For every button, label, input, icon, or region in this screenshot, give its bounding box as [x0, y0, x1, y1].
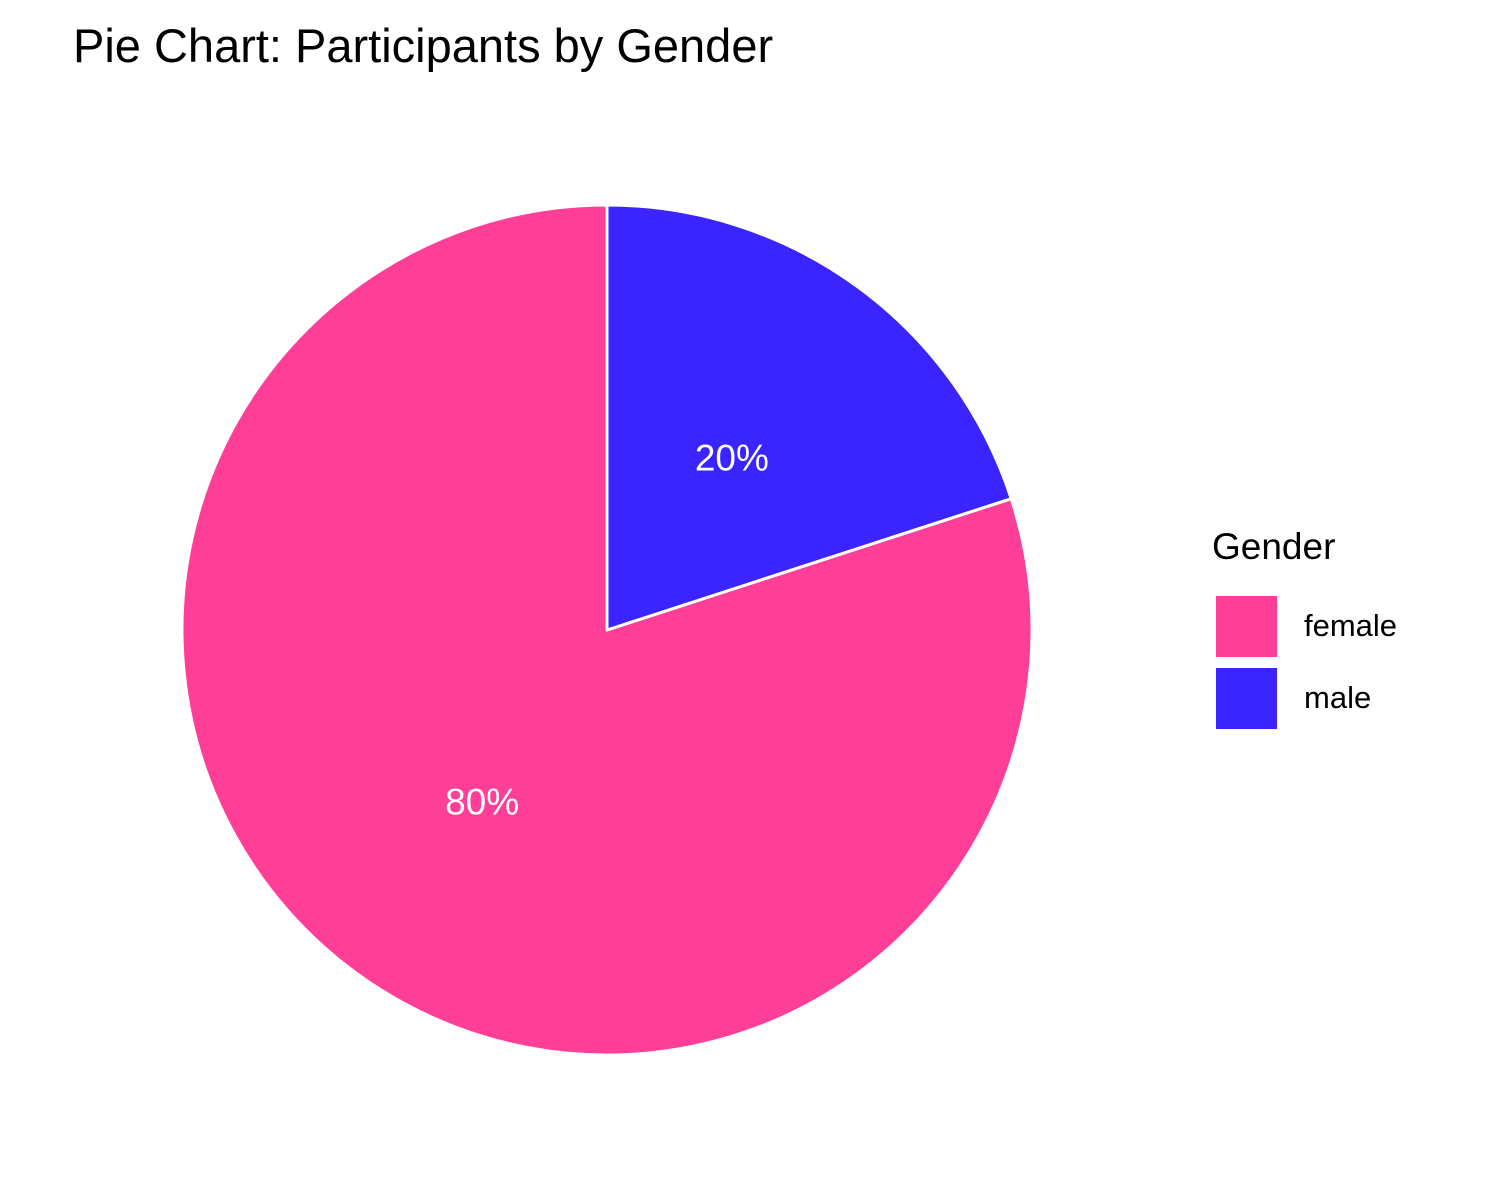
pie-slice-labels: 80% 20% — [445, 438, 769, 823]
legend-swatch-female — [1216, 595, 1277, 657]
pie-label-male: 20% — [695, 438, 769, 479]
pie-slice-male — [605, 203, 1013, 632]
legend-label-male: male — [1304, 680, 1372, 715]
legend-label-female: female — [1304, 608, 1398, 643]
legend-swatch-male — [1216, 667, 1277, 729]
legend-item-male: male — [1212, 666, 1397, 730]
legend-title: Gender — [1212, 526, 1336, 567]
pie-label-female: 80% — [445, 781, 519, 822]
legend: Gender female male — [1212, 526, 1397, 738]
pie-slices — [180, 203, 1034, 1057]
chart-title: Pie Chart: Participants by Gender — [73, 19, 774, 72]
legend-item-female: female — [1212, 594, 1397, 658]
